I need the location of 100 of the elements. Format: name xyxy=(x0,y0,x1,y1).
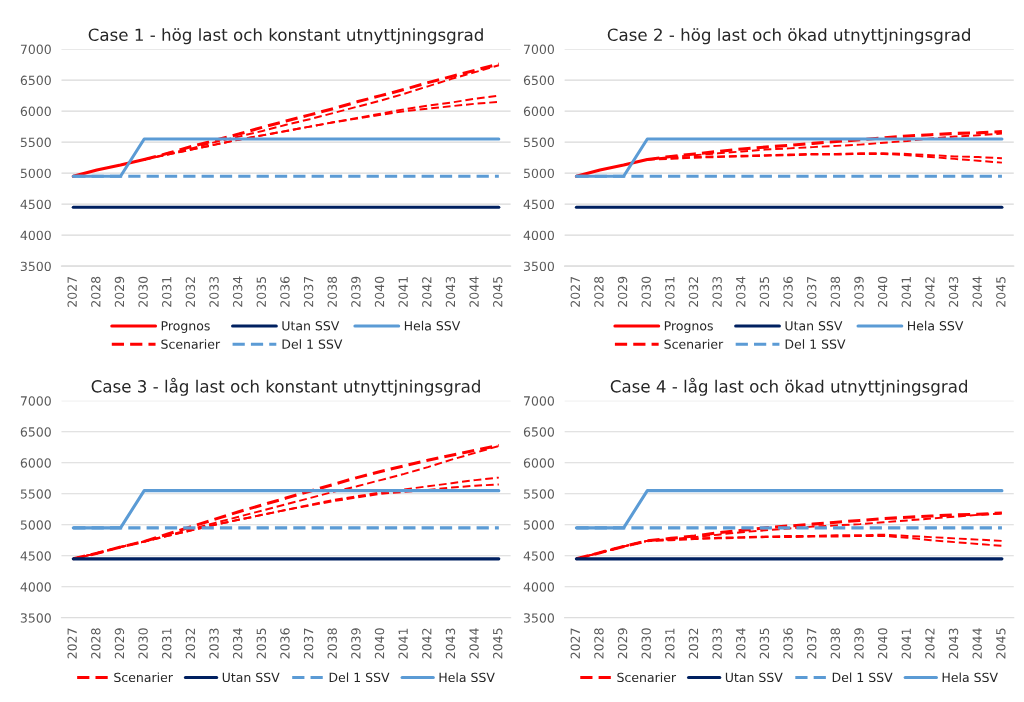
y-tick-label: 4500 xyxy=(20,551,51,561)
x-tick-label: 2039 xyxy=(351,276,361,307)
x-tick-label: 2040 xyxy=(374,276,385,307)
x-tick-label: 2031 xyxy=(162,628,172,659)
x-tick-label: 2042 xyxy=(422,628,432,659)
x-tick-label: 2036 xyxy=(280,628,290,659)
y-tick-label: 3500 xyxy=(523,261,554,272)
y-tick-label: 5000 xyxy=(523,520,554,530)
y-tick-label: 4500 xyxy=(523,199,554,210)
x-tick-label: 2044 xyxy=(469,628,479,659)
x-tick-label: 2043 xyxy=(445,276,456,307)
x-tick-label: 2040 xyxy=(877,276,888,307)
x-tick-label: 2030 xyxy=(641,628,651,659)
x-tick-label: 2035 xyxy=(759,628,770,659)
chart-title: Case 2 - hög last och ökad utnyttjningsgrad xyxy=(607,28,970,45)
x-tick-label: 2032 xyxy=(185,628,196,659)
x-tick-label: 2036 xyxy=(280,276,290,307)
x-tick-label: 2043 xyxy=(948,276,959,307)
x-tick-label: 2037 xyxy=(806,628,817,659)
legend-label: Del 1 SSV xyxy=(832,672,893,683)
x-tick-label: 2034 xyxy=(736,276,746,307)
x-tick-label: 2028 xyxy=(91,276,101,307)
x-tick-label: 2028 xyxy=(91,628,101,659)
y-tick-label: 7000 xyxy=(20,44,51,55)
x-tick-label: 2042 xyxy=(925,628,935,659)
chart-title: Case 1 - hög last och konstant utnyttjningsgrad xyxy=(88,28,483,45)
y-tick-label: 3500 xyxy=(20,613,51,623)
legend-label: Scenarier xyxy=(114,672,173,683)
legend-label: Scenarier xyxy=(161,339,221,349)
legend-label: Prognos xyxy=(664,321,713,333)
x-tick-label: 2042 xyxy=(925,277,935,307)
x-tick-label: 2034 xyxy=(736,628,746,659)
x-tick-label: 2031 xyxy=(162,277,172,307)
x-tick-label: 2042 xyxy=(422,277,432,307)
x-tick-label: 2045 xyxy=(996,628,1006,659)
x-tick-label: 2027 xyxy=(570,276,580,307)
x-tick-label: 2029 xyxy=(617,628,628,659)
x-tick-label: 2031 xyxy=(665,628,675,659)
y-tick-label: 4500 xyxy=(20,199,51,210)
x-tick-label: 2044 xyxy=(972,628,982,659)
y-tick-label: 4000 xyxy=(20,582,51,592)
x-tick-label: 2044 xyxy=(972,276,982,307)
x-tick-label: 2034 xyxy=(232,628,243,659)
x-tick-label: 2039 xyxy=(854,628,864,659)
y-tick-label: 5000 xyxy=(20,168,51,179)
y-tick-label: 4000 xyxy=(523,582,554,592)
x-tick-label: 2035 xyxy=(256,276,267,307)
x-tick-label: 2032 xyxy=(688,628,699,659)
x-tick-label: 2041 xyxy=(398,628,408,659)
chart-title: Case 4 - låg last och ökad utnyttjningsgrad xyxy=(610,377,967,396)
y-tick-label: 5000 xyxy=(20,520,51,530)
x-tick-label: 2029 xyxy=(114,276,125,307)
x-tick-label: 2032 xyxy=(185,277,196,307)
x-tick-label: 2033 xyxy=(712,628,722,659)
x-tick-label: 2029 xyxy=(114,628,125,659)
legend-label: Utan SSV xyxy=(222,672,280,683)
x-tick-label: 2027 xyxy=(67,276,77,307)
legend-label: Hela SSV xyxy=(942,672,998,683)
legend-label: Del 1 SSV xyxy=(329,672,390,683)
x-tick-label: 2028 xyxy=(594,628,604,659)
x-tick-label: 2036 xyxy=(783,276,793,307)
x-tick-label: 2041 xyxy=(398,277,408,307)
x-tick-label: 2030 xyxy=(641,276,651,307)
y-tick-label: 6000 xyxy=(523,458,554,468)
y-tick-label: 3500 xyxy=(523,613,554,623)
x-tick-label: 2037 xyxy=(303,628,314,659)
x-tick-label: 2034 xyxy=(232,276,243,307)
x-tick-label: 2037 xyxy=(303,276,314,307)
x-tick-label: 2039 xyxy=(351,628,361,659)
y-tick-label: 5000 xyxy=(523,168,554,179)
legend-label: Prognos xyxy=(161,321,210,333)
legend-label: Hela SSV xyxy=(908,320,964,331)
x-tick-label: 2033 xyxy=(712,276,722,307)
y-tick-label: 6500 xyxy=(20,427,51,437)
x-tick-label: 2035 xyxy=(759,276,770,307)
x-tick-label: 2033 xyxy=(209,628,219,659)
x-tick-label: 2044 xyxy=(469,276,479,307)
x-tick-label: 2038 xyxy=(830,276,841,307)
legend-label: Utan SSV xyxy=(785,321,843,331)
legend-label: Utan SSV xyxy=(282,321,340,331)
x-tick-label: 2033 xyxy=(209,276,219,307)
x-tick-label: 2027 xyxy=(570,628,580,659)
x-tick-label: 2030 xyxy=(138,276,148,307)
y-tick-label: 6000 xyxy=(20,458,51,468)
x-tick-label: 2036 xyxy=(783,628,793,659)
x-tick-label: 2045 xyxy=(493,628,503,659)
legend-label: Scenarier xyxy=(617,672,677,683)
x-tick-label: 2043 xyxy=(445,628,456,659)
y-tick-label: 6500 xyxy=(523,427,554,437)
y-tick-label: 6000 xyxy=(20,106,51,117)
x-tick-label: 2040 xyxy=(374,628,385,659)
x-tick-label: 2041 xyxy=(901,277,911,307)
y-tick-label: 5500 xyxy=(523,489,554,499)
x-tick-label: 2045 xyxy=(493,276,503,307)
x-tick-label: 2028 xyxy=(594,276,604,307)
y-tick-label: 4000 xyxy=(523,230,554,241)
y-tick-label: 4000 xyxy=(20,230,51,241)
y-tick-label: 6000 xyxy=(523,106,554,117)
x-tick-label: 2038 xyxy=(327,628,337,659)
x-tick-label: 2030 xyxy=(138,628,148,659)
